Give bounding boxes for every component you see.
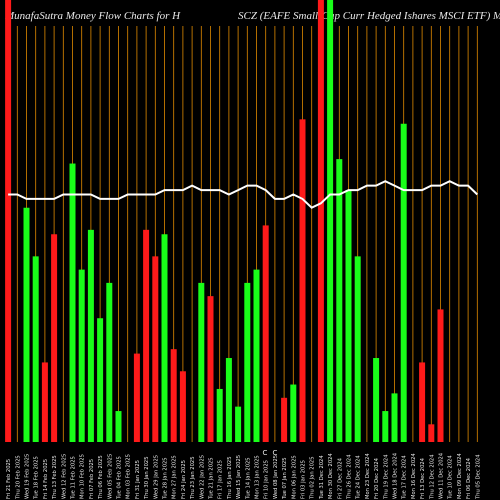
- money-flow-bar: [299, 119, 306, 442]
- chart-title-left: MunafaSutra Money Flow Charts for H: [5, 10, 181, 22]
- x-tick-label: Mon 16 Dec 2024: [411, 453, 417, 499]
- x-tick-label: Thu 13 Feb 2025: [52, 455, 58, 500]
- x-tick-label: Mon 03 Feb 2025: [126, 454, 132, 499]
- money-flow-bar: [437, 309, 444, 442]
- money-flow-bar: [327, 0, 334, 442]
- chart-title-right: SCZ (EAFE Small-Cap Curr Hedged Ishares …: [238, 10, 500, 22]
- x-tick-label: Wed 19 Feb 2025: [25, 454, 31, 499]
- x-tick-label: Thu 19 Dec 2024: [383, 454, 389, 500]
- money-flow-bar: [69, 163, 76, 443]
- money-flow-bar: [317, 0, 324, 442]
- money-flow-bar: [354, 256, 361, 442]
- money-flow-bar: [419, 362, 426, 442]
- money-flow-bar: [106, 282, 113, 442]
- x-tick-label: Tue 28 Jan 2025: [163, 457, 169, 500]
- x-tick-label: Fri 27 Dec 2024: [337, 457, 343, 499]
- x-tick-label: Tue 24 Dec 2024: [356, 455, 362, 500]
- money-flow-bar: [336, 159, 343, 442]
- x-tick-label: Tue 14 Jan 2025: [245, 457, 251, 500]
- money-flow-bar: [198, 282, 205, 442]
- money-flow-bar: [382, 411, 389, 442]
- x-tick-label: Mon 27 Jan 2025: [172, 455, 178, 499]
- money-flow-bar: [87, 229, 94, 442]
- money-flow-bar: [225, 358, 232, 442]
- x-tick-label: Fri 31 Jan 2025: [135, 460, 141, 499]
- x-tick-label: Thu 02 Jan 2025: [310, 457, 316, 500]
- x-tick-label: Wed 11 Dec 2024: [439, 452, 445, 499]
- x-tick-label: Thu 05 Dec 2024: [475, 454, 481, 500]
- axis-mark: C: [273, 449, 278, 457]
- x-tick-label: Mon 30 Dec 2024: [328, 453, 334, 499]
- x-tick-label: Thu 06 Feb 2025: [98, 455, 104, 500]
- money-flow-bar: [170, 349, 177, 442]
- x-tick-label: Tue 10 Dec 2024: [448, 455, 454, 500]
- x-tick-label: Fri 13 Dec 2024: [420, 457, 426, 499]
- x-tick-label: Tue 17 Dec 2024: [402, 455, 408, 500]
- x-tick-label: Wed 18 Dec 2024: [393, 452, 399, 499]
- x-tick-label: Wed 12 Feb 2025: [61, 454, 67, 499]
- x-tick-label: Wed 15 Jan 2025: [236, 455, 242, 499]
- money-flow-bar: [51, 234, 58, 442]
- x-tick-label: Fri 06 Dec 2024: [466, 457, 472, 499]
- x-tick-label: Thu 26 Dec 2024: [347, 454, 353, 500]
- money-flow-bar: [32, 256, 39, 442]
- money-flow-bar: [216, 388, 223, 442]
- money-flow-bar: [373, 358, 380, 442]
- x-tick-label: Fri 14 Feb 2025: [43, 459, 49, 499]
- money-flow-bar: [5, 0, 12, 442]
- x-tick-label: Tue 18 Feb 2025: [34, 456, 40, 500]
- x-tick-label: Wed 05 Feb 2025: [107, 454, 113, 499]
- money-flow-bar: [152, 256, 159, 442]
- x-tick-label: Tue 04 Feb 2025: [117, 456, 123, 500]
- money-flow-bar: [290, 384, 297, 442]
- x-tick-label: Tue 07 Jan 2025: [282, 457, 288, 500]
- x-tick-label: Fri 21 Feb 2025: [6, 459, 12, 499]
- x-tick-label: Tue 11 Feb 2025: [71, 456, 77, 500]
- money-flow-bar: [23, 207, 30, 442]
- axis-mark: C: [263, 449, 268, 457]
- money-flow-bar: [400, 123, 407, 442]
- x-tick-label: Mon 23 Dec 2024: [365, 453, 371, 499]
- x-tick-label: Mon 09 Dec 2024: [457, 453, 463, 499]
- x-tick-label: Fri 07 Feb 2025: [89, 459, 95, 499]
- x-tick-label: Wed 29 Jan 2025: [153, 455, 159, 499]
- x-tick-label: Fri 24 Jan 2025: [181, 460, 187, 499]
- money-flow-bar: [281, 397, 288, 442]
- money-flow-bar: [345, 190, 352, 442]
- money-flow-line: [8, 180, 478, 209]
- money-flow-bar: [133, 353, 140, 442]
- money-flow-bar: [115, 411, 122, 442]
- money-flow-bar: [253, 269, 260, 442]
- x-tick-label: Mon 06 Jan 2025: [291, 455, 297, 499]
- x-tick-label: Fri 17 Jan 2025: [218, 460, 224, 499]
- x-tick-label: Wed 08 Jan 2025: [273, 455, 279, 499]
- x-tick-label: Thu 12 Dec 2024: [429, 454, 435, 500]
- money-flow-bar: [78, 269, 85, 442]
- x-tick-label: Wed 22 Jan 2025: [199, 455, 205, 499]
- x-tick-label: Thu 20 Feb 2025: [15, 455, 21, 500]
- x-tick-label: Tue 21 Jan 2025: [209, 457, 215, 500]
- x-tick-label: Thu 30 Jan 2025: [144, 457, 150, 500]
- money-flow-bar: [244, 282, 251, 442]
- x-tick-label: Fri 10 Jan 2025: [264, 460, 270, 499]
- money-flow-bar: [262, 225, 269, 442]
- money-flow-bar: [179, 371, 186, 442]
- money-flow-bar: [207, 296, 214, 442]
- money-flow-bar: [391, 393, 398, 442]
- money-flow-bar: [428, 424, 435, 442]
- x-tick-label: Mon 13 Jan 2025: [255, 455, 261, 499]
- x-tick-label: Fri 03 Jan 2025: [301, 460, 307, 499]
- money-flow-bar: [235, 406, 242, 442]
- x-tick-label: Thu 23 Jan 2025: [190, 457, 196, 500]
- money-flow-bar: [161, 234, 168, 442]
- money-flow-bar: [143, 229, 150, 442]
- x-tick-label: Fri 20 Dec 2024: [374, 457, 380, 499]
- x-tick-label: Mon 10 Feb 2025: [80, 454, 86, 499]
- money-flow-bar: [41, 362, 48, 442]
- money-flow-bar: [97, 318, 104, 442]
- x-tick-label: Thu 16 Jan 2025: [227, 457, 233, 500]
- x-tick-label: Tue 31 Dec 2024: [319, 455, 325, 500]
